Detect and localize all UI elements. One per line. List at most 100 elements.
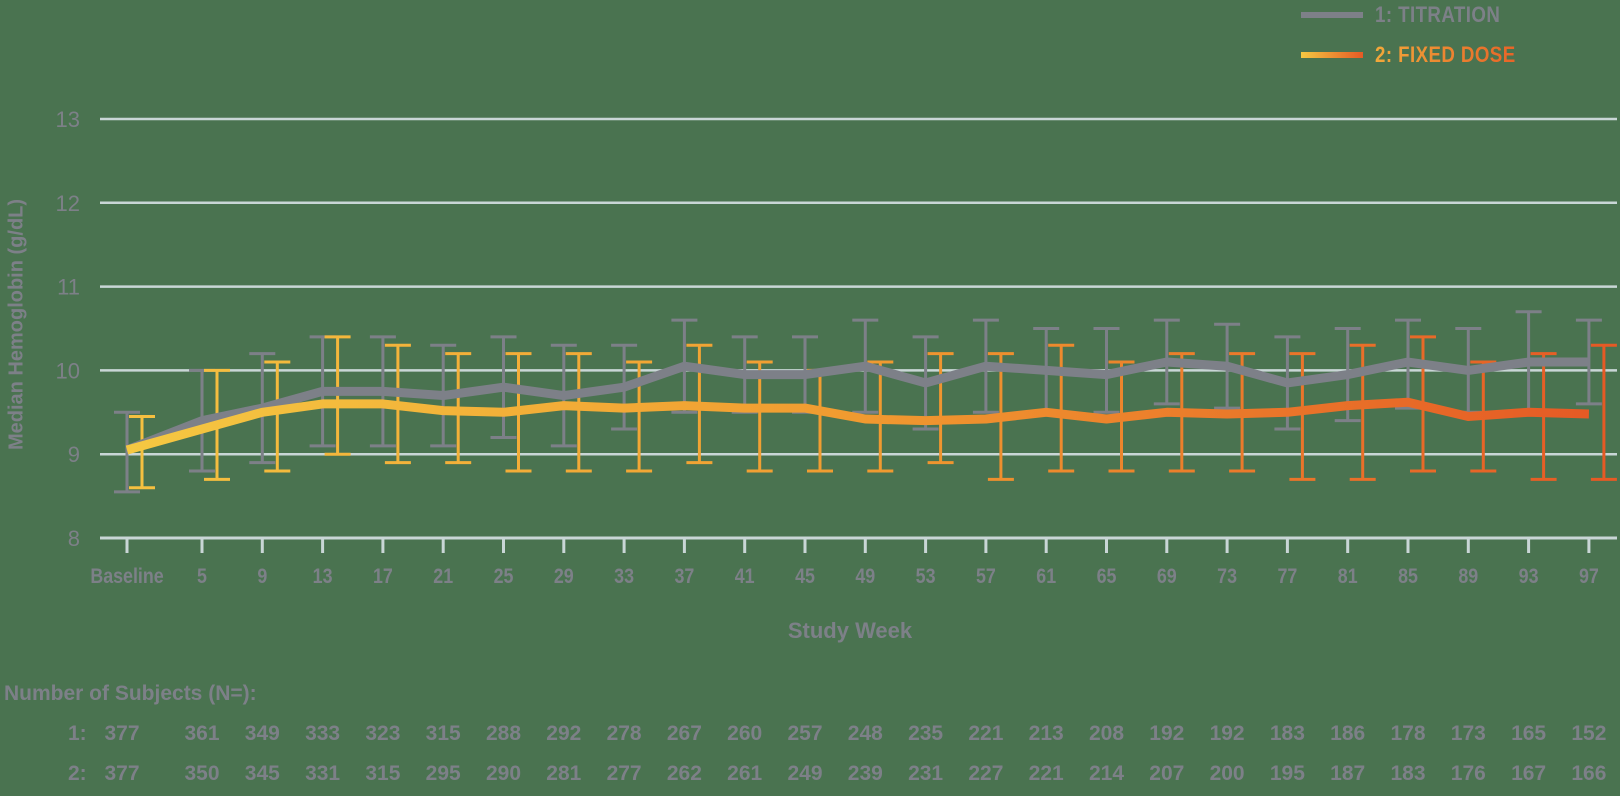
subjects-count: 288 xyxy=(485,722,522,745)
x-tick-label: 97 xyxy=(1579,565,1599,589)
y-tick-label: 8 xyxy=(68,526,80,551)
subjects-count: 213 xyxy=(1028,722,1064,745)
x-axis: Baseline 5 9 13 17 21 25 29 33 37 41 45 49 53 57 61 65 69… xyxy=(90,538,1599,589)
subjects-count: 183 xyxy=(1269,722,1305,745)
subjects-count: 187 xyxy=(1330,762,1366,785)
subjects-count: 208 xyxy=(1088,722,1125,745)
x-tick-label: 77 xyxy=(1277,565,1297,589)
legend: 1: TITRATION 2: FIXED DOSE xyxy=(1301,0,1620,80)
x-tick-label: 25 xyxy=(494,565,514,589)
subjects-count: 173 xyxy=(1450,722,1486,745)
subjects-count: 349 xyxy=(244,722,280,745)
series-lines xyxy=(125,357,1590,455)
x-tick-label: 41 xyxy=(735,565,755,589)
y-tick-label: 9 xyxy=(68,442,80,467)
subjects-count: 248 xyxy=(847,722,883,745)
subjects-count: 267 xyxy=(666,722,702,745)
subjects-count: 249 xyxy=(787,762,823,785)
subjects-row-label: 1: xyxy=(68,722,87,745)
subjects-count: 167 xyxy=(1511,762,1547,785)
y-axis-ticks: 8 9 10 11 12 13 xyxy=(56,107,80,551)
subjects-count: 200 xyxy=(1209,762,1245,785)
subjects-count: 231 xyxy=(908,762,944,785)
gridlines xyxy=(100,117,1617,540)
legend-item-titration: 1: TITRATION xyxy=(1301,2,1565,28)
subjects-count: 235 xyxy=(908,722,944,745)
subjects-count: 278 xyxy=(606,722,642,745)
x-tick-label: 9 xyxy=(257,565,267,589)
x-tick-label: 13 xyxy=(313,565,333,589)
x-tick-label: 21 xyxy=(433,565,453,589)
subjects-count: 186 xyxy=(1330,722,1366,745)
x-tick-label: 29 xyxy=(554,565,574,589)
y-axis-label: Median Hemoglobin (g/dL) xyxy=(5,198,28,451)
x-tick-label: 45 xyxy=(795,565,815,589)
x-tick-label: 17 xyxy=(373,565,393,589)
subjects-count: 262 xyxy=(666,762,702,785)
legend-swatch-fixed-dose xyxy=(1301,52,1363,58)
subjects-count: 261 xyxy=(727,762,763,785)
subjects-count: 281 xyxy=(546,762,582,785)
subjects-count: 166 xyxy=(1571,762,1607,785)
subjects-count: 295 xyxy=(425,762,461,785)
line-titration xyxy=(125,357,1589,455)
subjects-count: 361 xyxy=(184,722,220,745)
subjects-count: 292 xyxy=(546,722,582,745)
subjects-count: 350 xyxy=(184,762,220,785)
subjects-count: 214 xyxy=(1088,762,1125,785)
legend-label-titration: 1: TITRATION xyxy=(1375,2,1501,27)
x-tick-label: 69 xyxy=(1157,565,1177,589)
subjects-count: 377 xyxy=(104,722,140,745)
subjects-count: 333 xyxy=(305,722,341,745)
subjects-count: 192 xyxy=(1209,722,1245,745)
x-tick-label: 53 xyxy=(916,565,936,589)
x-tick-label: 65 xyxy=(1097,565,1117,589)
subjects-count: 227 xyxy=(968,762,1004,785)
legend-label-fixed-dose: 2: FIXED DOSE xyxy=(1375,42,1537,68)
legend-item-fixed-dose: 2: FIXED DOSE xyxy=(1301,42,1565,68)
subjects-count: 239 xyxy=(847,762,883,785)
y-tick-label: 12 xyxy=(56,191,80,216)
x-tick-label: 61 xyxy=(1036,565,1056,589)
subjects-count: 183 xyxy=(1390,762,1426,785)
subjects-count: 260 xyxy=(727,722,763,745)
subjects-count: 207 xyxy=(1149,762,1185,785)
x-tick-label: 57 xyxy=(976,565,996,589)
subjects-table-title: Number of Subjects (N=): xyxy=(4,682,257,705)
subjects-row-titration: 1: 377 361 349 333 323 315 288 292 278 267 260 257 2… xyxy=(0,722,1620,750)
x-tick-label: 81 xyxy=(1338,565,1358,589)
subjects-count: 257 xyxy=(787,722,823,745)
y-tick-label: 10 xyxy=(56,358,80,383)
subjects-row-fixed-dose: 2: 377 350 345 331 315 295 290 281 277 262 261 249 2… xyxy=(0,762,1620,790)
y-tick-label: 11 xyxy=(57,275,80,300)
line-fixed-dose xyxy=(125,397,1590,455)
subjects-count: 345 xyxy=(244,762,280,785)
subjects-count: 331 xyxy=(305,762,341,785)
subjects-count: 377 xyxy=(104,762,140,785)
subjects-count: 152 xyxy=(1571,722,1607,745)
x-tick-label: 93 xyxy=(1519,565,1539,589)
legend-swatch-titration xyxy=(1301,12,1363,18)
x-tick-label: 5 xyxy=(197,565,207,589)
x-tick-label: 73 xyxy=(1217,565,1237,589)
x-tick-label: 33 xyxy=(614,565,634,589)
subjects-count: 323 xyxy=(365,722,401,745)
subjects-count: 315 xyxy=(365,762,401,785)
x-tick-label: 89 xyxy=(1458,565,1478,589)
subjects-count: 178 xyxy=(1390,722,1426,745)
subjects-row-label: 2: xyxy=(68,762,87,785)
series-titration-error-bars xyxy=(114,310,1602,494)
subjects-count: 221 xyxy=(968,722,1004,745)
x-tick-label: Baseline xyxy=(90,565,164,589)
subjects-count: 315 xyxy=(425,722,461,745)
x-tick-label: 85 xyxy=(1398,565,1418,589)
subjects-count: 195 xyxy=(1269,762,1305,785)
x-tick-label: 49 xyxy=(855,565,875,589)
subjects-count: 165 xyxy=(1511,722,1547,745)
x-axis-label: Study Week xyxy=(787,618,913,643)
subjects-count: 277 xyxy=(606,762,642,785)
y-tick-label: 13 xyxy=(56,107,80,132)
x-tick-label: 37 xyxy=(674,565,694,589)
subjects-count: 176 xyxy=(1450,762,1486,785)
